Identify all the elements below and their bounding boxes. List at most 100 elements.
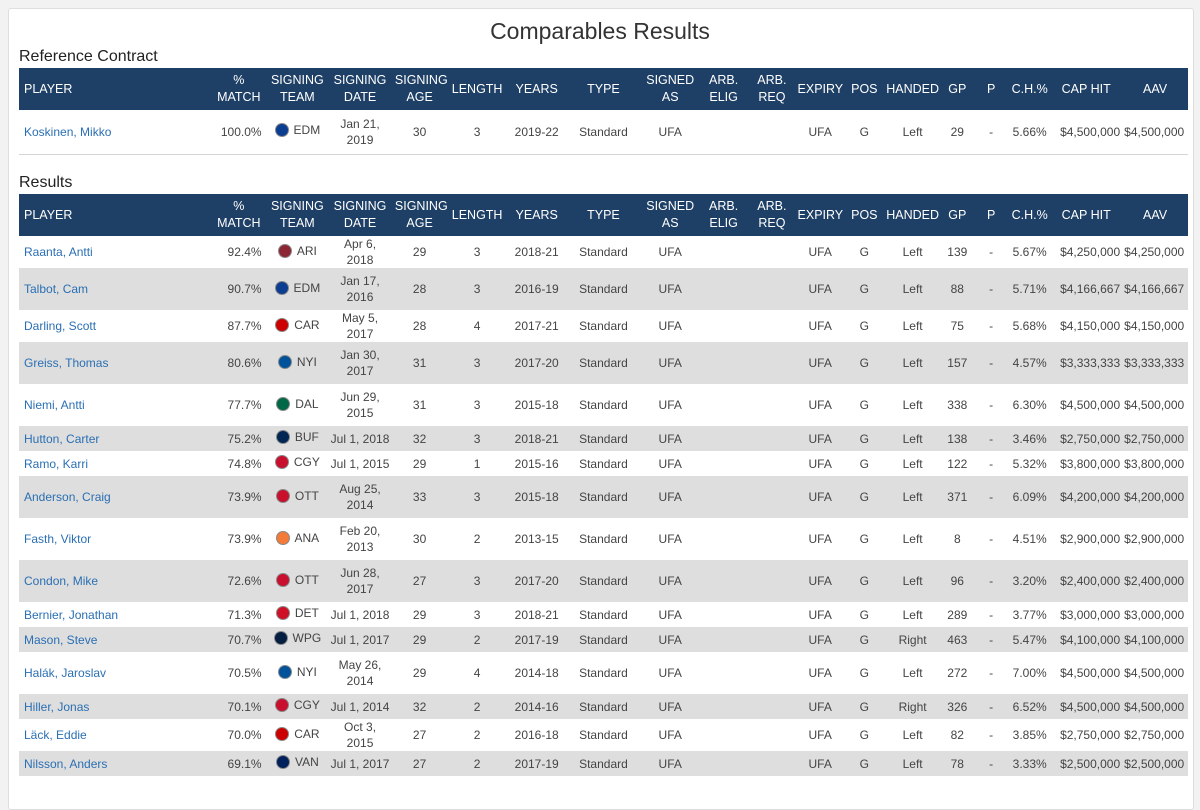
table-row[interactable]: Ramo, Karri 74.8% CGY Jul 1, 2015 29 1 2015-16… — [19, 451, 1188, 476]
player-link[interactable]: Ramo, Karri — [24, 456, 89, 471]
signed-as-cell: UFA — [658, 607, 682, 622]
results-col-aav[interactable]: AAV — [1122, 194, 1188, 236]
ch-cell: 7.00% — [1012, 666, 1047, 680]
table-row[interactable]: Talbot, Cam 90.7% EDM Jan 17, 2016 28 3 2016-1… — [19, 268, 1188, 310]
table-row[interactable]: Hiller, Jonas 70.1% CGY Jul 1, 2014 32 2 2014-… — [19, 694, 1188, 719]
reference-col-expiry[interactable]: EXPIRY — [795, 68, 845, 110]
reference-col-handed[interactable]: HANDED — [883, 68, 942, 110]
age-cell: 29 — [392, 627, 447, 652]
player-link[interactable]: Bernier, Jonathan — [24, 607, 119, 622]
player-link[interactable]: Darling, Scott — [24, 319, 97, 333]
results-col-handed[interactable]: HANDED — [883, 194, 942, 236]
cap-hit-cell: $4,150,000 — [1060, 319, 1121, 333]
player-link[interactable]: Hiller, Jonas — [19, 694, 211, 719]
results-col-type[interactable]: TYPE — [565, 194, 642, 236]
pos-cell: G — [844, 110, 884, 155]
player-link[interactable]: Raanta, Antti — [24, 245, 93, 259]
player-link[interactable]: Fasth, Viktor — [24, 532, 92, 546]
reference-col-signing-date[interactable]: SIGNING DATE — [327, 68, 393, 110]
handed-cell: Left — [883, 751, 942, 776]
length-cell: 2 — [446, 627, 508, 652]
results-col-ch[interactable]: C.H.% — [1009, 194, 1051, 236]
reference-col-signing-team[interactable]: SIGNING TEAM — [267, 68, 328, 110]
reference-col-length[interactable]: LENGTH — [446, 68, 508, 110]
table-row[interactable]: Hutton, Carter 75.2% BUF Jul 1, 2018 32 3 2018… — [19, 426, 1188, 451]
reference-col-cap-hit[interactable]: CAP HIT — [1050, 68, 1123, 110]
reference-col-gp[interactable]: GP — [941, 68, 974, 110]
player-link[interactable]: Condon, Mike — [19, 560, 211, 602]
reference-col-type[interactable]: TYPE — [565, 68, 642, 110]
results-col-player[interactable]: PLAYER — [19, 194, 211, 236]
type-cell: Standard — [579, 456, 628, 471]
type-cell: Standard — [565, 694, 642, 719]
player-link[interactable]: Hutton, Carter — [19, 426, 211, 451]
p-cell: - — [973, 560, 1010, 602]
table-row[interactable]: Läck, Eddie 70.0% CAR Oct 3, 2015 27 2 2016-18… — [19, 719, 1188, 751]
table-row[interactable]: Niemi, Antti 77.7% DAL Jun 29, 2015 31 3 2015-… — [19, 384, 1188, 426]
player-link[interactable]: Koskinen, Mikko — [19, 110, 211, 155]
signed-as-cell: UFA — [658, 532, 682, 546]
player-link[interactable]: Läck, Eddie — [24, 728, 87, 742]
team-logo-icon — [275, 430, 290, 444]
arb-req-cell — [748, 426, 796, 451]
years-cell: 2015-16 — [514, 456, 559, 471]
player-link[interactable]: Niemi, Antti — [24, 398, 85, 412]
table-row[interactable]: Halák, Jaroslav 70.5% NYI May 26, 2014 29 4 20… — [19, 652, 1188, 694]
reference-col-player[interactable]: PLAYER — [19, 68, 211, 110]
reference-col-pos[interactable]: POS — [844, 68, 884, 110]
age-cell: 27 — [392, 560, 447, 602]
results-col-arb-elig[interactable]: ARB. ELIG — [698, 194, 749, 236]
results-col-length[interactable]: LENGTH — [446, 194, 508, 236]
results-col-signing-team[interactable]: SIGNING TEAM — [267, 194, 328, 236]
reference-col-p[interactable]: P — [973, 68, 1010, 110]
gp-cell: 96 — [941, 560, 974, 602]
player-link[interactable]: Mason, Steve — [19, 627, 211, 652]
reference-col-signing-age[interactable]: SIGNING AGE — [392, 68, 448, 110]
gp-cell: 78 — [941, 751, 974, 776]
results-col-gp[interactable]: GP — [941, 194, 974, 236]
team-logo-icon — [275, 606, 290, 620]
results-col-signing-age[interactable]: SIGNING AGE — [392, 194, 448, 236]
table-row[interactable]: Darling, Scott 87.7% CAR May 5, 2017 28 4 2017… — [19, 310, 1188, 342]
results-col-arb-req[interactable]: ARB. REQ — [748, 194, 796, 236]
reference-col-years[interactable]: YEARS — [507, 68, 566, 110]
results-col-years[interactable]: YEARS — [507, 194, 566, 236]
pos-cell: G — [859, 728, 869, 742]
player-link[interactable]: Anderson, Craig — [19, 476, 211, 518]
reference-col-ch[interactable]: C.H.% — [1009, 68, 1051, 110]
results-col-signed-as[interactable]: SIGNED AS — [641, 194, 699, 236]
aav-cell: $4,500,000 — [1124, 666, 1185, 680]
table-row[interactable]: Bernier, Jonathan 71.3% DET Jul 1, 2018 29 3 2… — [19, 602, 1188, 627]
team-code: CAR — [294, 317, 320, 332]
player-link[interactable]: Talbot, Cam — [19, 268, 211, 310]
ch-cell: 3.20% — [1009, 560, 1051, 602]
player-link[interactable]: Nilsson, Anders — [19, 751, 211, 776]
player-link[interactable]: Greiss, Thomas — [19, 342, 211, 384]
cap-hit-cell: $3,000,000 — [1060, 607, 1121, 622]
player-link[interactable]: Halák, Jaroslav — [24, 666, 107, 680]
results-col-expiry[interactable]: EXPIRY — [795, 194, 845, 236]
table-row[interactable]: Nilsson, Anders 69.1% VAN Jul 1, 2017 27 2 201… — [19, 751, 1188, 776]
table-row[interactable]: Fasth, Viktor 73.9% ANA Feb 20, 2013 30 2 2013… — [19, 518, 1188, 560]
results-col-cap-hit[interactable]: CAP HIT — [1050, 194, 1123, 236]
table-row[interactable]: Mason, Steve 70.7% WPG Jul 1, 2017 29 2 2017-1… — [19, 627, 1188, 652]
table-row[interactable]: Anderson, Craig 73.9% OTT Aug 25, 2014 33 3 20… — [19, 476, 1188, 518]
table-row[interactable]: Koskinen, Mikko 100.0% EDM Jan 21, 2019 30 3 2… — [19, 110, 1188, 155]
reference-col-arb-req[interactable]: ARB. REQ — [748, 68, 796, 110]
results-col-pos[interactable]: POS — [844, 194, 884, 236]
arb-req-cell — [748, 694, 796, 719]
results-col-match[interactable]: % MATCH — [210, 194, 268, 236]
reference-col-signed-as[interactable]: SIGNED AS — [641, 68, 699, 110]
date-cell: Apr 6, 2018 — [344, 237, 377, 267]
reference-col-arb-elig[interactable]: ARB. ELIG — [698, 68, 749, 110]
table-row[interactable]: Condon, Mike 72.6% OTT Jun 28, 2017 27 3 2017-… — [19, 560, 1188, 602]
results-col-signing-date[interactable]: SIGNING DATE — [327, 194, 393, 236]
pos-cell: G — [844, 694, 884, 719]
reference-col-match[interactable]: % MATCH — [210, 68, 268, 110]
table-row[interactable]: Raanta, Antti 92.4% ARI Apr 6, 2018 29 3 2018-… — [19, 236, 1188, 268]
expiry-cell: UFA — [795, 694, 845, 719]
table-row[interactable]: Greiss, Thomas 80.6% NYI Jan 30, 2017 31 3 201… — [19, 342, 1188, 384]
results-col-p[interactable]: P — [973, 194, 1010, 236]
reference-col-aav[interactable]: AAV — [1122, 68, 1188, 110]
age-cell: 29 — [412, 245, 427, 259]
